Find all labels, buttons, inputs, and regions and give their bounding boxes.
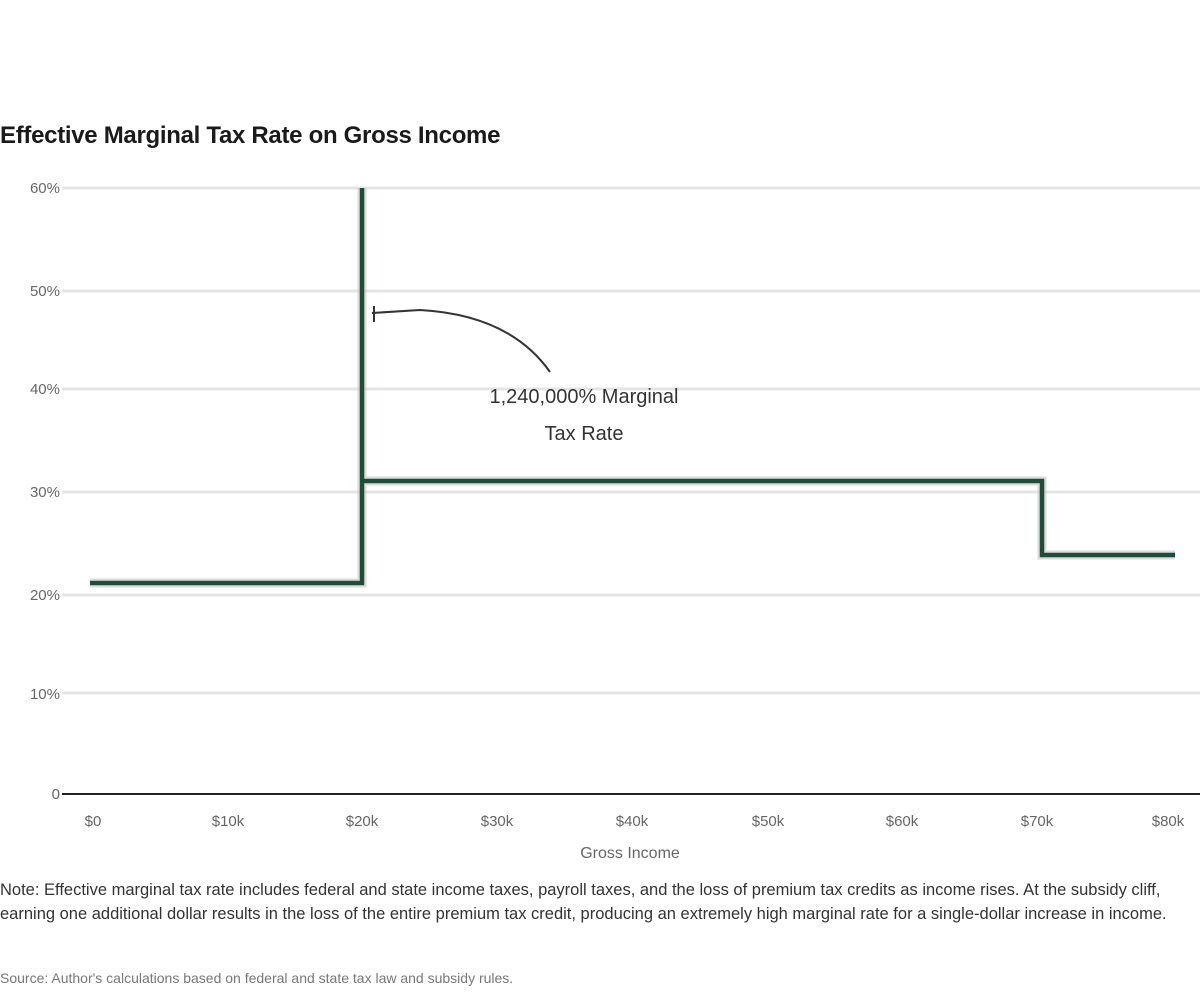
y-tick-3: 30% [30,484,60,501]
x-tick-7: $70k [1021,813,1054,830]
x-axis-ticks: $0 $10k $20k $30k $40k $50k $60k $70k $8… [85,813,1185,830]
annotation-connector [371,308,551,373]
x-tick-1: $10k [212,813,245,830]
x-tick-6: $60k [886,813,919,830]
y-tick-4: 40% [30,381,60,398]
y-tick-1: 10% [30,686,60,703]
y-tick-6: 60% [30,180,60,197]
chart-title: Effective Marginal Tax Rate on Gross Inc… [0,122,501,149]
y-tick-2: 20% [30,587,60,604]
x-tick-0: $0 [85,813,102,830]
y-tick-0: 0 [52,786,60,803]
chart-plot-area: 0 10% 20% 30% 40% 50% 60% $0 $10k $20k $… [30,180,1200,862]
y-axis-ticks: 0 10% 20% 30% 40% 50% 60% [30,180,60,803]
annotation-line-1: 1,240,000% Marginal [489,386,678,408]
chart-source: Source: Author's calculations based on f… [0,970,514,986]
x-tick-5: $50k [752,813,785,830]
series-line-effective-marginal-rate [90,188,1175,586]
x-tick-3: $30k [481,813,514,830]
annotation-line-2: Tax Rate [545,423,624,445]
chart-note: Note: Effective marginal tax rate includ… [0,881,1167,923]
gridlines [62,186,1200,695]
x-axis-title: Gross Income [580,845,680,862]
x-tick-4: $40k [616,813,649,830]
x-tick-8: $80k [1152,813,1185,830]
x-tick-2: $20k [346,813,379,830]
annotation-label: 1,240,000% Marginal Tax Rate [489,386,678,445]
y-tick-5: 50% [30,283,60,300]
